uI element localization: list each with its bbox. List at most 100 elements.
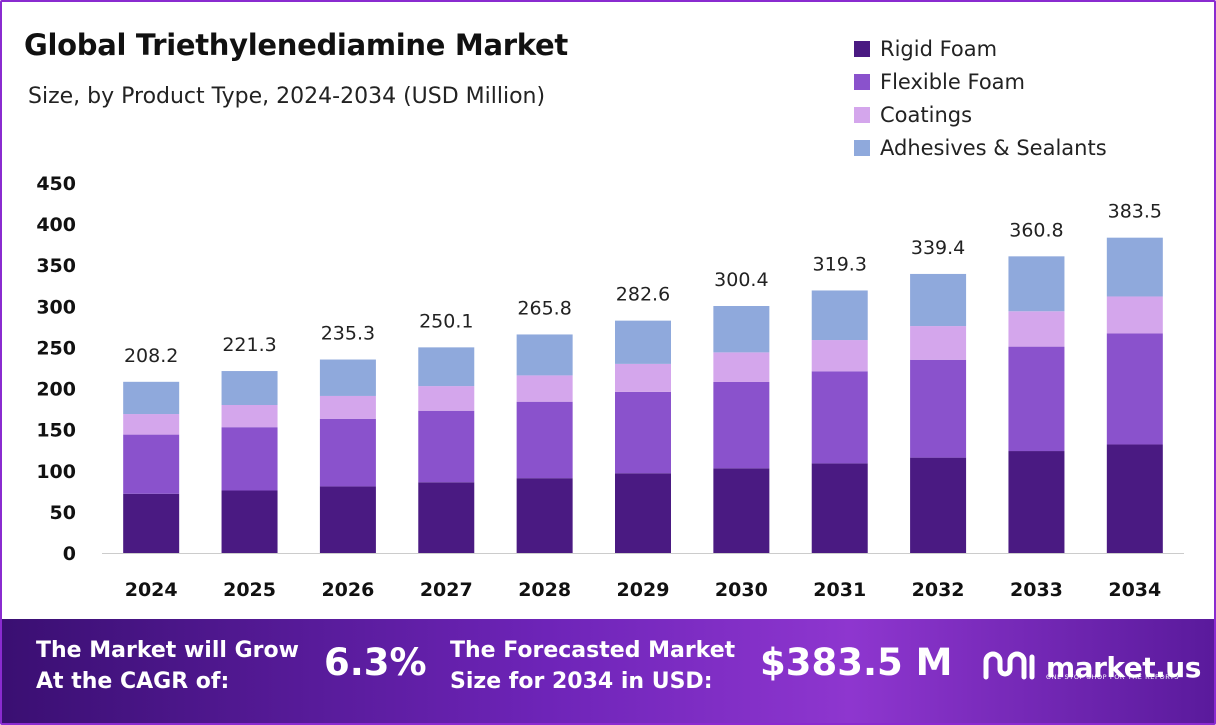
forecast-label-line2: Size for 2034 in USD: [450, 669, 713, 694]
forecast-label: The Forecasted Market Size for 2034 in U… [450, 635, 735, 697]
market-us-logo-icon [983, 651, 1035, 680]
bar-segment [319, 418, 376, 487]
bar-total-label: 235.3 [321, 323, 375, 345]
forecast-value: $383.5 M [760, 641, 953, 684]
y-tick-label: 300 [36, 296, 76, 318]
bar-total-label: 208.2 [124, 345, 178, 367]
bar-segment [319, 359, 376, 396]
bar-total-label: 319.3 [813, 253, 867, 275]
y-tick-label: 150 [36, 420, 76, 442]
legend-swatch [854, 73, 870, 90]
x-tick-label: 2027 [420, 579, 473, 601]
chart-subtitle: Size, by Product Type, 2024-2034 (USD Mi… [28, 84, 546, 109]
bar-segment [1106, 444, 1163, 553]
bar-total-label: 250.1 [419, 310, 473, 332]
legend-swatch [854, 106, 870, 123]
x-tick-label: 2024 [125, 579, 178, 601]
bar-segment [1106, 296, 1163, 334]
bar-segment [418, 410, 475, 483]
bar-total-label: 265.8 [517, 297, 571, 319]
bar-total-label: 339.4 [911, 237, 965, 259]
x-tick-label: 2030 [715, 579, 768, 601]
x-tick-label: 2031 [813, 579, 866, 601]
legend-item: Flexible Foam [854, 65, 1107, 98]
legend-item: Rigid Foam [854, 32, 1107, 65]
y-tick-label: 100 [36, 461, 76, 483]
bar-segment [811, 463, 868, 553]
cagr-label-line2: At the CAGR of: [36, 669, 230, 694]
bar-segment [1008, 256, 1065, 312]
x-tick-label: 2032 [912, 579, 965, 601]
x-tick-label: 2034 [1108, 579, 1161, 601]
bar-segment [1008, 311, 1065, 347]
bar-segment [615, 363, 671, 392]
brand-tagline: ONE STOP SHOP FOR THE REPORTS [1046, 673, 1180, 681]
legend-label: Rigid Foam [880, 36, 998, 61]
bar-total-label: 360.8 [1009, 219, 1063, 241]
bar-segment [516, 401, 573, 479]
bar-segment [418, 347, 475, 387]
x-tick-label: 2028 [518, 579, 571, 601]
bar-segment [1008, 346, 1065, 452]
bar-segment [1106, 333, 1163, 445]
bar-segment [319, 486, 376, 553]
cagr-value: 6.3% [324, 641, 427, 684]
bar-segment [811, 371, 868, 464]
y-tick-label: 0 [63, 543, 76, 565]
bar-segment [811, 290, 868, 341]
cagr-label-line1: The Market will Grow [36, 638, 299, 663]
legend-swatch [854, 40, 870, 57]
bar-segment [713, 352, 770, 382]
bar-segment [418, 386, 475, 411]
x-tick-label: 2029 [617, 579, 670, 601]
bar-segment [516, 375, 573, 402]
y-tick-label: 450 [36, 173, 76, 195]
bar-segment [713, 468, 770, 553]
bar-segment [1008, 451, 1065, 553]
bar-segment [221, 405, 278, 428]
y-tick-label: 250 [36, 337, 76, 359]
bar-segment [811, 340, 868, 372]
bar-total-label: 300.4 [714, 269, 768, 291]
legend-label: Coatings [880, 102, 973, 127]
cagr-label: The Market will Grow At the CAGR of: [36, 635, 299, 697]
y-tick-label: 50 [50, 502, 76, 524]
bar-segment [615, 473, 671, 553]
bar-total-label: 221.3 [222, 334, 276, 356]
footer-banner: The Market will Grow At the CAGR of: 6.3… [2, 619, 1214, 723]
x-tick-label: 2025 [223, 579, 276, 601]
bar-segment [910, 457, 967, 553]
bar-segment [1106, 237, 1163, 297]
brand-logo: market.us [982, 647, 1201, 687]
legend-item: Adhesives & Sealants [854, 131, 1107, 164]
bar-segment [615, 320, 671, 364]
brand-name: market.us [1046, 650, 1201, 684]
bar-segment [123, 414, 180, 435]
bar-segment [221, 490, 278, 553]
bar-segment [615, 391, 671, 474]
bar-total-label: 282.6 [616, 284, 670, 306]
bar-segment [910, 359, 967, 458]
bar-segment [516, 334, 573, 376]
legend-label: Flexible Foam [880, 69, 1025, 94]
x-tick-label: 2033 [1010, 579, 1063, 601]
bar-segment [123, 434, 180, 494]
bar-segment [713, 306, 770, 353]
bar-segment [319, 395, 376, 419]
y-tick-label: 200 [36, 379, 76, 401]
bar-total-label: 383.5 [1108, 201, 1162, 223]
bar-segment [418, 482, 475, 553]
chart-legend: Rigid Foam Flexible Foam Coatings Adhesives… [854, 32, 1107, 164]
legend-swatch [854, 139, 870, 156]
y-tick-label: 350 [36, 255, 76, 277]
bar-segment [713, 381, 770, 469]
bar-segment [221, 371, 278, 405]
x-tick-label: 2026 [321, 579, 374, 601]
stacked-bar-chart: 0 50 100 150 200 250 300 350 400 450 208.2 2024 221.… [36, 173, 1184, 601]
bar-segment [221, 427, 278, 491]
bar-segment [910, 273, 967, 327]
bar-segment [910, 326, 967, 360]
legend-item: Coatings [854, 98, 1107, 131]
forecast-label-line1: The Forecasted Market [450, 638, 736, 663]
